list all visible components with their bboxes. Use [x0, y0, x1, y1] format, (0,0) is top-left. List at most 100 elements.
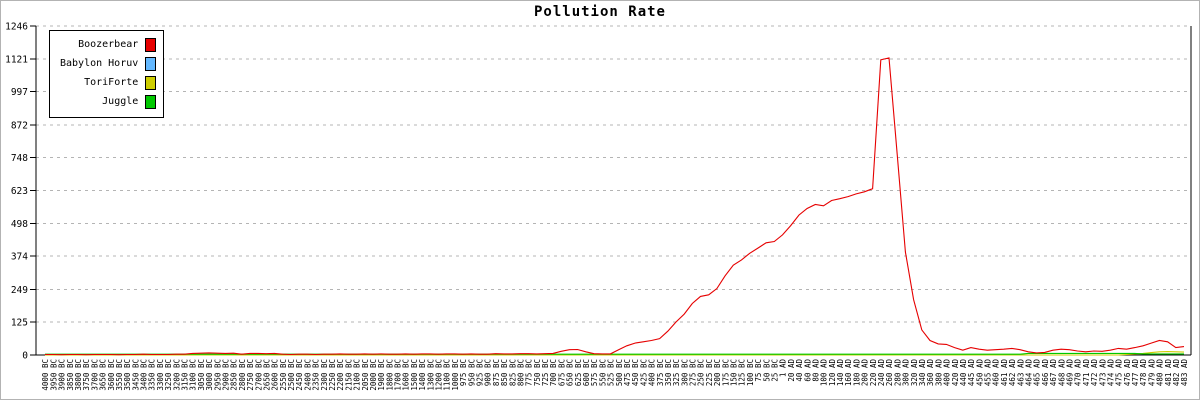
svg-text:2250 BC: 2250 BC [328, 359, 337, 391]
legend-label: Babylon Horuv [60, 58, 139, 69]
svg-text:1100 BC: 1100 BC [443, 359, 452, 391]
svg-text:3000 BC: 3000 BC [205, 359, 214, 391]
svg-text:3550 BC: 3550 BC [115, 359, 124, 391]
legend-item: Juggle [60, 92, 157, 111]
svg-text:280 AD: 280 AD [893, 359, 902, 387]
svg-text:300 AD: 300 AD [902, 359, 911, 387]
svg-text:2400 BC: 2400 BC [303, 359, 312, 391]
svg-text:275 BC: 275 BC [689, 359, 698, 386]
svg-text:480 AD: 480 AD [1156, 359, 1165, 387]
x-axis-labels: 4000 BC 3950 BC 3900 BC 3850 BC 3800 BC 3750 … [41, 359, 1189, 391]
svg-text:464 AD: 464 AD [1025, 359, 1034, 387]
svg-text:2150 BC: 2150 BC [344, 359, 353, 391]
svg-text:2700 BC: 2700 BC [254, 359, 263, 391]
svg-text:1700 BC: 1700 BC [394, 359, 403, 391]
svg-text:950 BC: 950 BC [467, 359, 476, 386]
svg-text:475 AD: 475 AD [1115, 359, 1124, 387]
svg-text:3750 BC: 3750 BC [82, 359, 91, 391]
svg-text:2900 BC: 2900 BC [222, 359, 231, 391]
legend-label: ToriForte [84, 77, 139, 88]
svg-text:0: 0 [22, 351, 28, 362]
svg-text:625 BC: 625 BC [574, 359, 583, 386]
legend: Boozerbear Babylon Horuv ToriForte Juggle [49, 30, 165, 118]
legend-item: Babylon Horuv [60, 54, 157, 73]
svg-text:925 BC: 925 BC [476, 359, 485, 386]
svg-text:455 AD: 455 AD [984, 359, 993, 387]
svg-text:200 AD: 200 AD [861, 359, 870, 387]
svg-text:425 BC: 425 BC [639, 359, 648, 386]
svg-text:3350 BC: 3350 BC [148, 359, 157, 391]
svg-text:3650 BC: 3650 BC [99, 359, 108, 391]
svg-text:2750 BC: 2750 BC [246, 359, 255, 391]
svg-text:461 AD: 461 AD [1000, 359, 1009, 387]
svg-text:140 AD: 140 AD [836, 359, 845, 387]
svg-text:445 AD: 445 AD [967, 359, 976, 387]
svg-text:2450 BC: 2450 BC [295, 359, 304, 391]
svg-text:471 AD: 471 AD [1082, 359, 1091, 387]
svg-text:2100 BC: 2100 BC [353, 359, 362, 391]
svg-text:875 BC: 875 BC [492, 359, 501, 386]
svg-text:360 AD: 360 AD [926, 359, 935, 387]
svg-text:2650 BC: 2650 BC [262, 359, 271, 391]
svg-text:3800 BC: 3800 BC [74, 359, 83, 391]
svg-text:550 BC: 550 BC [598, 359, 607, 386]
svg-text:850 BC: 850 BC [500, 359, 509, 386]
svg-text:825 BC: 825 BC [508, 359, 517, 386]
svg-text:479 AD: 479 AD [1147, 359, 1156, 387]
svg-text:3250 BC: 3250 BC [164, 359, 173, 391]
svg-text:320 AD: 320 AD [910, 359, 919, 387]
gridlines [36, 25, 1191, 323]
svg-text:249: 249 [11, 285, 28, 296]
svg-text:400 AD: 400 AD [943, 359, 952, 387]
svg-text:725 BC: 725 BC [541, 359, 550, 386]
svg-text:160 AD: 160 AD [844, 359, 853, 387]
svg-text:472 AD: 472 AD [1090, 359, 1099, 387]
legend-item: Boozerbear [60, 35, 157, 54]
series-line-toriforte [45, 351, 1185, 356]
svg-text:483 AD: 483 AD [1180, 359, 1189, 387]
svg-text:1121: 1121 [5, 55, 28, 66]
svg-text:748: 748 [11, 153, 28, 164]
svg-text:600 BC: 600 BC [582, 359, 591, 386]
svg-text:40 AD: 40 AD [795, 359, 804, 382]
svg-text:1900 BC: 1900 BC [377, 359, 386, 391]
svg-text:476 AD: 476 AD [1123, 359, 1132, 387]
svg-text:469 AD: 469 AD [1066, 359, 1075, 387]
svg-text:20 AD: 20 AD [787, 359, 796, 382]
svg-text:1000 BC: 1000 BC [451, 359, 460, 391]
svg-text:325 BC: 325 BC [672, 359, 681, 386]
svg-text:498: 498 [11, 219, 28, 230]
svg-text:481 AD: 481 AD [1164, 359, 1173, 387]
svg-text:3450 BC: 3450 BC [131, 359, 140, 391]
svg-text:2300 BC: 2300 BC [320, 359, 329, 391]
svg-text:525 BC: 525 BC [607, 359, 616, 386]
svg-text:240 AD: 240 AD [877, 359, 886, 387]
svg-text:450 AD: 450 AD [975, 359, 984, 387]
svg-text:467 AD: 467 AD [1049, 359, 1058, 387]
svg-text:300 BC: 300 BC [680, 359, 689, 386]
chart-title: Pollution Rate [533, 4, 666, 20]
svg-text:2500 BC: 2500 BC [287, 359, 296, 391]
svg-text:200 BC: 200 BC [713, 359, 722, 386]
svg-text:120 AD: 120 AD [828, 359, 837, 387]
svg-text:675 BC: 675 BC [557, 359, 566, 386]
svg-text:468 AD: 468 AD [1057, 359, 1066, 387]
svg-text:3300 BC: 3300 BC [156, 359, 165, 391]
svg-text:260 AD: 260 AD [885, 359, 894, 387]
svg-text:473 AD: 473 AD [1098, 359, 1107, 387]
svg-text:872: 872 [11, 120, 28, 131]
svg-text:75 BC: 75 BC [754, 359, 763, 382]
legend-swatch [145, 37, 157, 52]
svg-text:1 AD: 1 AD [779, 359, 788, 378]
svg-text:465 AD: 465 AD [1033, 359, 1042, 387]
legend-label: Boozerbear [78, 39, 139, 50]
svg-text:250 BC: 250 BC [697, 359, 706, 386]
svg-text:100 BC: 100 BC [746, 359, 755, 386]
legend-swatch [145, 94, 157, 109]
svg-text:375 BC: 375 BC [656, 359, 665, 386]
svg-text:2800 BC: 2800 BC [238, 359, 247, 391]
svg-text:1400 BC: 1400 BC [418, 359, 427, 391]
svg-text:175 BC: 175 BC [721, 359, 730, 386]
svg-text:466 AD: 466 AD [1041, 359, 1050, 387]
svg-text:1300 BC: 1300 BC [426, 359, 435, 391]
